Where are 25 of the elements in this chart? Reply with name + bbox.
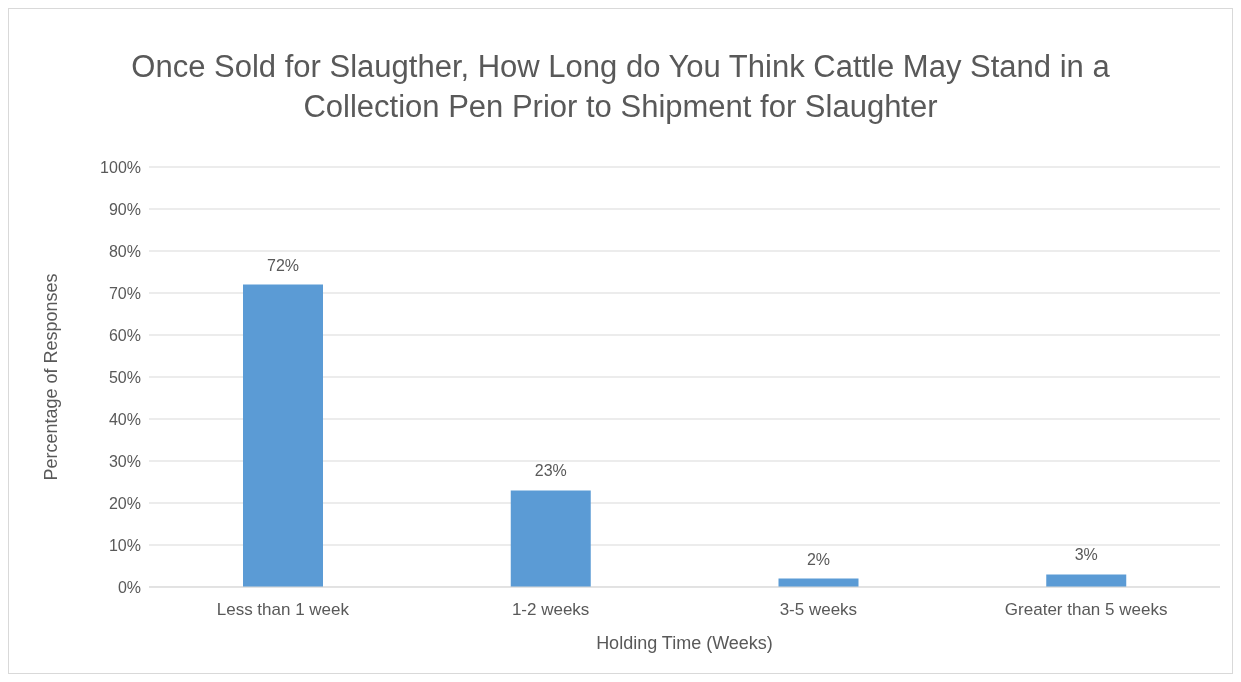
y-axis-title: Percentage of Responses <box>41 273 62 481</box>
x-tick-label: 3-5 weeks <box>779 600 858 620</box>
chart-title: Once Sold for Slaugther, How Long do You Think Cattle May Stand in a Collection Pen Prior to Shipment for Slaughter <box>130 48 1111 126</box>
bar <box>1046 574 1127 587</box>
x-tick-label: Less than 1 week <box>216 600 350 620</box>
y-tick-label: 100% <box>100 158 141 176</box>
data-label: 72% <box>266 256 300 274</box>
y-tick-label: 50% <box>108 368 141 386</box>
y-tick-label: 0% <box>117 578 141 596</box>
y-tick-label: 30% <box>108 452 141 470</box>
y-tick-label: 40% <box>108 410 141 428</box>
y-tick-label: 90% <box>108 200 141 218</box>
x-axis-title: Holding Time (Weeks) <box>596 633 773 653</box>
y-tick-label: 60% <box>108 326 141 344</box>
data-label: 23% <box>534 462 567 480</box>
x-tick-label: Greater than 5 weeks <box>1004 600 1168 620</box>
x-tick-label: 1-2 weeks <box>511 600 590 620</box>
y-tick-label: 20% <box>108 494 141 512</box>
data-label: 3% <box>1074 546 1098 564</box>
bar <box>243 284 323 587</box>
y-tick-label: 70% <box>108 284 141 302</box>
y-tick-label: 80% <box>108 242 141 260</box>
y-tick-label: 10% <box>108 536 141 554</box>
bar <box>510 490 591 587</box>
data-label: 2% <box>806 550 831 568</box>
